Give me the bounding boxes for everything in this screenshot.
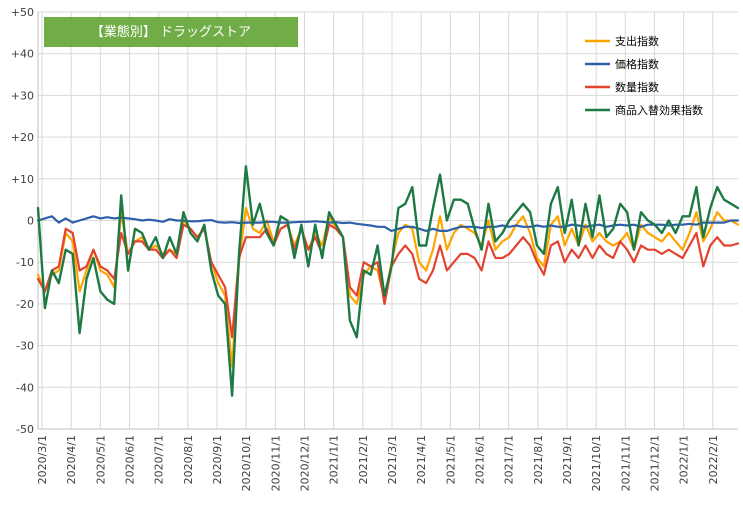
x-tick-label: 2022/2/1 [707,435,720,484]
x-tick-label: 2022/1/1 [678,435,691,484]
x-tick-label: 2021/2/1 [357,435,370,484]
y-tick-label: +30 [11,89,34,102]
x-tick-label: 2020/5/1 [94,435,107,484]
legend-label: 価格指数 [615,57,659,71]
x-tick-label: 2021/6/1 [474,435,487,484]
series-lines [36,165,740,397]
chart-title: 【業態別】 ドラッグストア [91,24,251,40]
legend-label: 数量指数 [615,80,659,94]
x-tick-label: 2021/1/1 [328,435,341,484]
x-tick-label: 2021/11/1 [619,435,632,491]
y-tick-label: +40 [11,48,34,61]
x-tick-label: 2020/7/1 [153,435,166,484]
x-tick-label: 2020/4/1 [65,435,78,484]
x-tick-label: 2020/9/1 [211,435,224,484]
x-tick-label: 2021/4/1 [415,435,428,484]
x-tick-label: 2020/12/1 [299,435,312,491]
x-tick-label: 2021/3/1 [386,435,399,484]
x-tick-label: 2021/8/1 [532,435,545,484]
x-tick-label: 2020/10/1 [240,435,253,491]
y-tick-label: -20 [16,298,34,311]
y-tick-label: -40 [16,381,34,394]
chart-title-box: 【業態別】 ドラッグストア [44,17,298,47]
x-tick-label: 2021/12/1 [649,435,662,491]
y-tick-label: +50 [11,6,34,19]
x-tick-labels: 2020/3/1 2020/4/1 2020/5/1 2020/6/1 2020/7/1… [36,435,720,491]
chart-title-background [44,17,298,47]
y-tick-label: -50 [16,423,34,436]
x-tick-label: 2021/5/1 [444,435,457,484]
y-tick-labels: +50 +40 +30 +20 +10 0 -10 -20 -30 -40 -50 [11,6,34,436]
x-tick-label: 2021/10/1 [590,435,603,491]
y-tick-label: +10 [11,173,34,186]
x-tick-label: 2021/7/1 [503,435,516,484]
legend-label: 支出指数 [615,34,659,48]
y-tick-label: +20 [11,131,34,144]
x-tick-label: 2020/6/1 [124,435,137,484]
x-tick-label: 2020/8/1 [182,435,195,484]
x-tick-label: 2020/3/1 [36,435,49,484]
y-tick-label: -10 [16,256,34,269]
series-line-4 [36,165,740,397]
x-tick-label: 2020/11/1 [269,435,282,491]
legend-label: 商品入替効果指数 [615,103,703,117]
x-tick-label: 2021/9/1 [561,435,574,484]
series-line-2 [36,215,740,232]
y-tick-label: 0 [27,215,34,228]
y-tick-label: -30 [16,340,34,353]
